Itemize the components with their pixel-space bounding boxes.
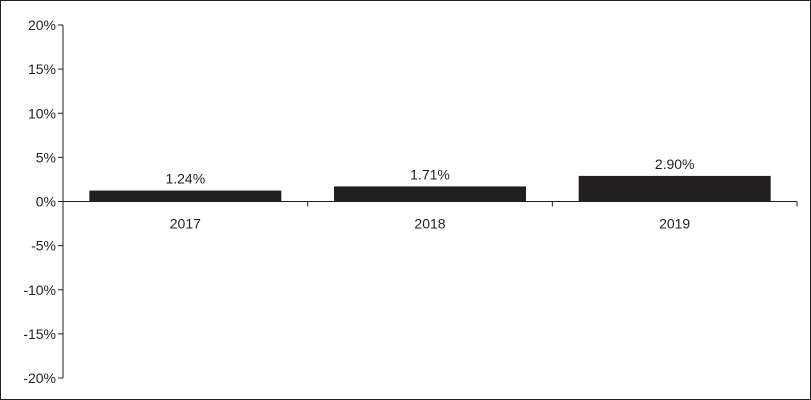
data-labels: 1.24% 1.71% 2.90% <box>165 156 694 187</box>
data-label-2017: 1.24% <box>165 171 205 187</box>
y-tick-label: 5% <box>36 149 56 165</box>
x-ticks: 2017 2018 2019 <box>62 201 798 232</box>
y-ticks: 20% 15% 10% 5% 0% -5% -10% -15% -20% <box>23 17 63 386</box>
bar-2019 <box>578 175 771 202</box>
y-tick-label: 15% <box>28 61 56 77</box>
y-tick-label: 20% <box>28 17 56 33</box>
y-tick-label: 10% <box>28 105 56 121</box>
y-tick-label: 0% <box>36 194 56 210</box>
y-tick-label: -5% <box>31 238 56 254</box>
x-tick-label: 2017 <box>170 216 201 232</box>
y-tick-label: -10% <box>23 282 56 298</box>
bar-2017 <box>89 190 282 202</box>
data-label-2018: 1.71% <box>410 166 450 182</box>
y-tick-label: -20% <box>23 370 56 386</box>
x-tick-label: 2019 <box>659 216 690 232</box>
x-tick-label: 2018 <box>414 216 445 232</box>
bars <box>89 175 771 202</box>
data-label-2019: 2.90% <box>655 156 695 172</box>
y-tick-label: -15% <box>23 326 56 342</box>
bar-2018 <box>334 186 526 202</box>
